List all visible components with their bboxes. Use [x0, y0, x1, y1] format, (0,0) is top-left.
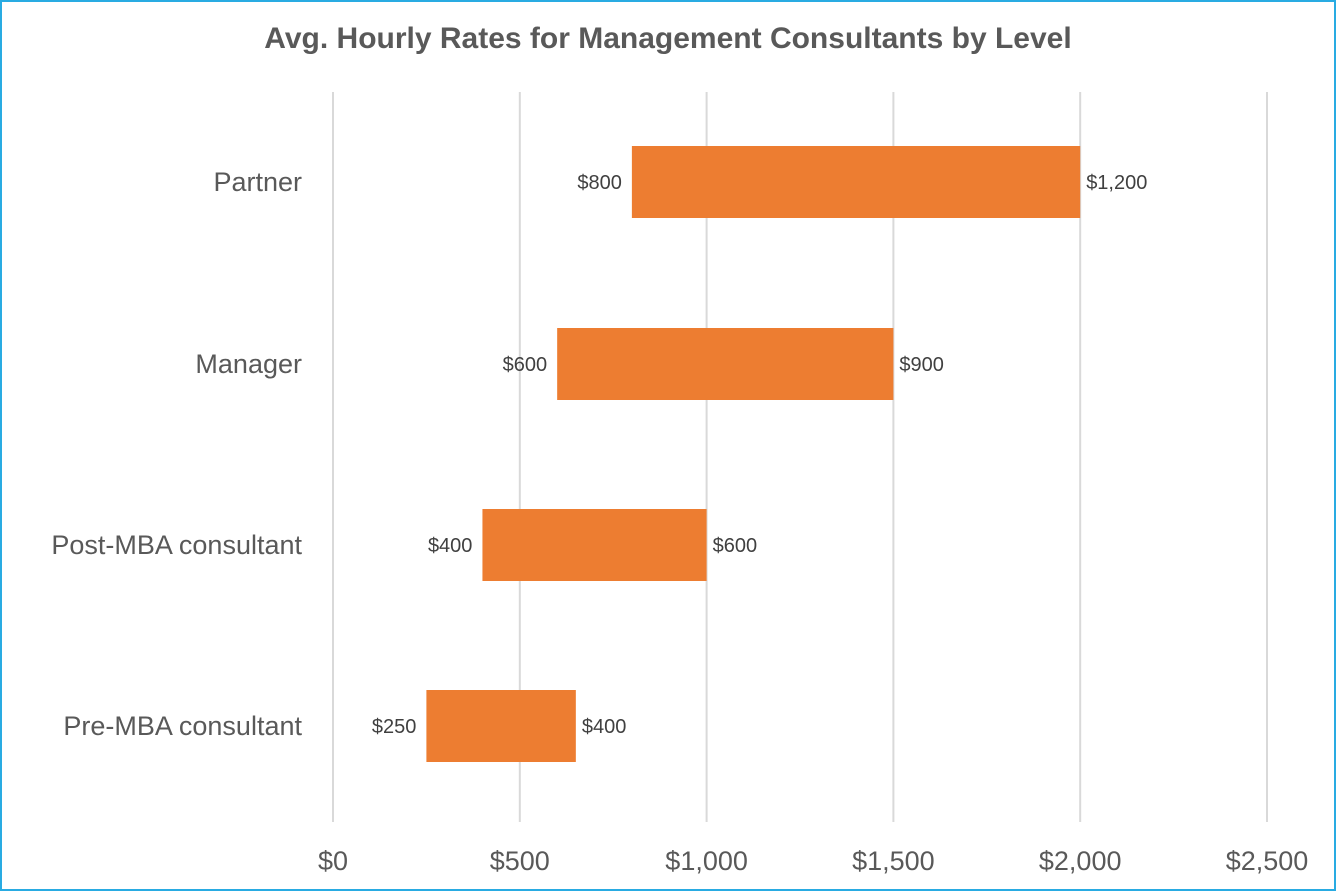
category-label: Pre-MBA consultant: [63, 711, 302, 741]
range-bar: [482, 509, 707, 581]
high-value-label: $400: [582, 716, 627, 738]
category-label: Post-MBA consultant: [51, 530, 302, 560]
x-tick-label: $2,000: [1039, 846, 1122, 876]
high-value-label: $1,200: [1086, 172, 1147, 194]
range-bar: [426, 690, 576, 762]
range-bar: [631, 146, 1081, 218]
category-label: Manager: [195, 349, 302, 379]
x-tick-label: $500: [490, 846, 550, 876]
x-tick-label: $1,500: [852, 846, 935, 876]
category-label: Partner: [213, 167, 302, 197]
low-value-label: $250: [372, 716, 417, 738]
chart-title: Avg. Hourly Rates for Management Consult…: [264, 22, 1072, 55]
low-value-label: $400: [428, 535, 473, 557]
low-value-label: $800: [577, 172, 622, 194]
x-tick-label: $2,500: [1226, 846, 1309, 876]
high-value-label: $600: [713, 535, 758, 557]
low-value-label: $600: [503, 354, 548, 376]
x-tick-label: $1,000: [665, 846, 748, 876]
range-bar: [557, 328, 894, 400]
high-value-label: $900: [899, 354, 944, 376]
x-tick-label: $0: [318, 846, 348, 876]
